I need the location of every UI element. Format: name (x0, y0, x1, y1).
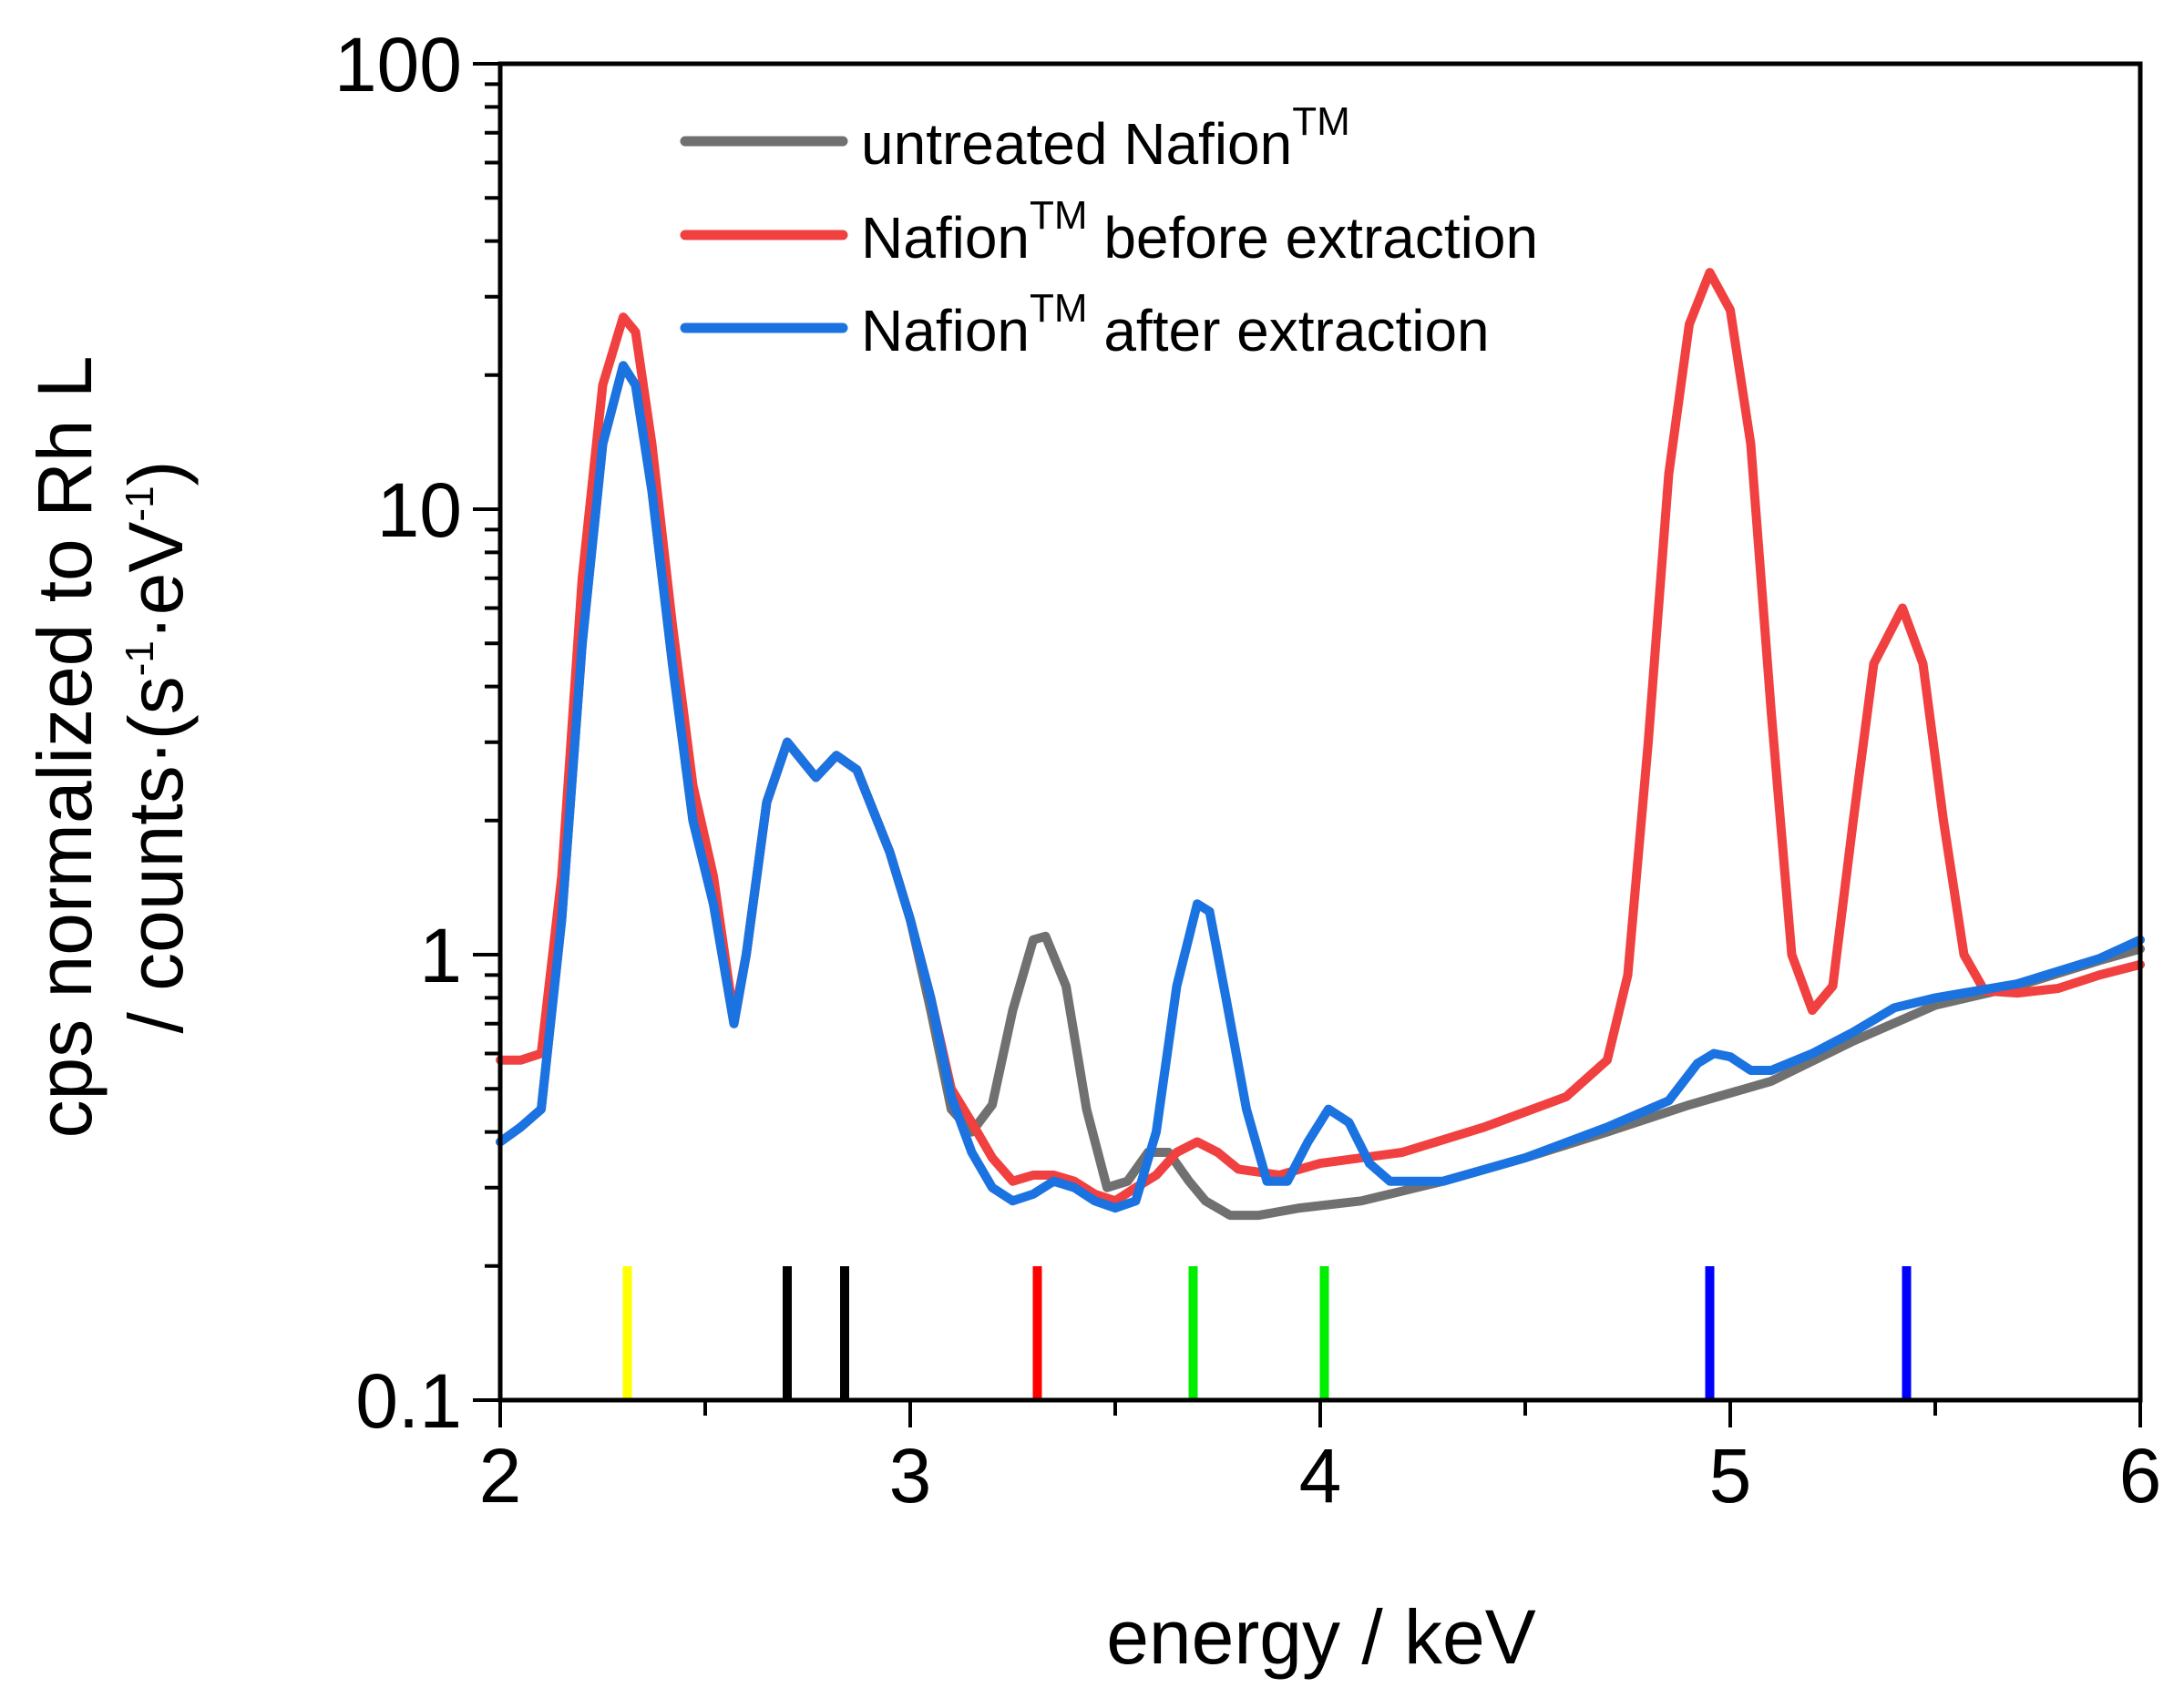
legend-trademark: TM (1030, 286, 1088, 331)
x-tick-label: 6 (2119, 1433, 2162, 1519)
legend-trademark: TM (1030, 193, 1088, 238)
y-axis-title-sup: -1 (118, 640, 162, 676)
series-layer (496, 268, 2145, 1221)
y-axis-title-sup: -1 (118, 486, 162, 521)
legend-trademark: TM (1292, 99, 1350, 144)
y-axis-title: cps normalized to Rh L / counts·(s-1·eV-… (22, 355, 199, 1138)
series-line-2 (496, 361, 2145, 1213)
x-axis-title: energy / keV (1106, 1594, 1536, 1680)
legend-label-text: before extraction (1088, 205, 1539, 271)
legend-label-text: Nafion (861, 298, 1030, 363)
y-axis-title-part: / counts·(s (113, 676, 199, 1033)
legend-label-text: after extraction (1088, 298, 1490, 363)
y-tick-label: 10 (377, 467, 462, 553)
y-tick-label: 100 (334, 22, 462, 107)
legend-label-before-extraction: NafionTM before extraction (861, 193, 1538, 271)
legend-label-text: Nafion (861, 205, 1030, 271)
x-tick-label: 5 (1709, 1433, 1752, 1519)
x-tick-label: 2 (479, 1433, 522, 1519)
x-tick-label: 3 (889, 1433, 932, 1519)
y-tick-label: 1 (419, 913, 462, 998)
y-axis-title-line2: / counts·(s-1·eV-1) (113, 460, 199, 1033)
legend: untreated NafionTM NafionTM before extra… (680, 99, 1538, 363)
x-tick-label: 4 (1299, 1433, 1342, 1519)
y-axis-title-line1: cps normalized to Rh L (22, 355, 108, 1138)
tick-layer: 2 3 4 5 6 0.1 1 10 100 (334, 22, 2162, 1519)
y-tick-label: 0.1 (355, 1358, 462, 1444)
legend-label-after-extraction: NafionTM after extraction (861, 286, 1490, 363)
series-line-1 (496, 268, 2145, 1206)
legend-label-text: untreated Nafion (861, 111, 1292, 177)
y-axis-title-part: ·eV (113, 522, 199, 641)
reference-line-layer (622, 1266, 1912, 1400)
y-axis-title-part: ) (113, 460, 199, 486)
legend-label-untreated: untreated NafionTM (861, 99, 1350, 177)
